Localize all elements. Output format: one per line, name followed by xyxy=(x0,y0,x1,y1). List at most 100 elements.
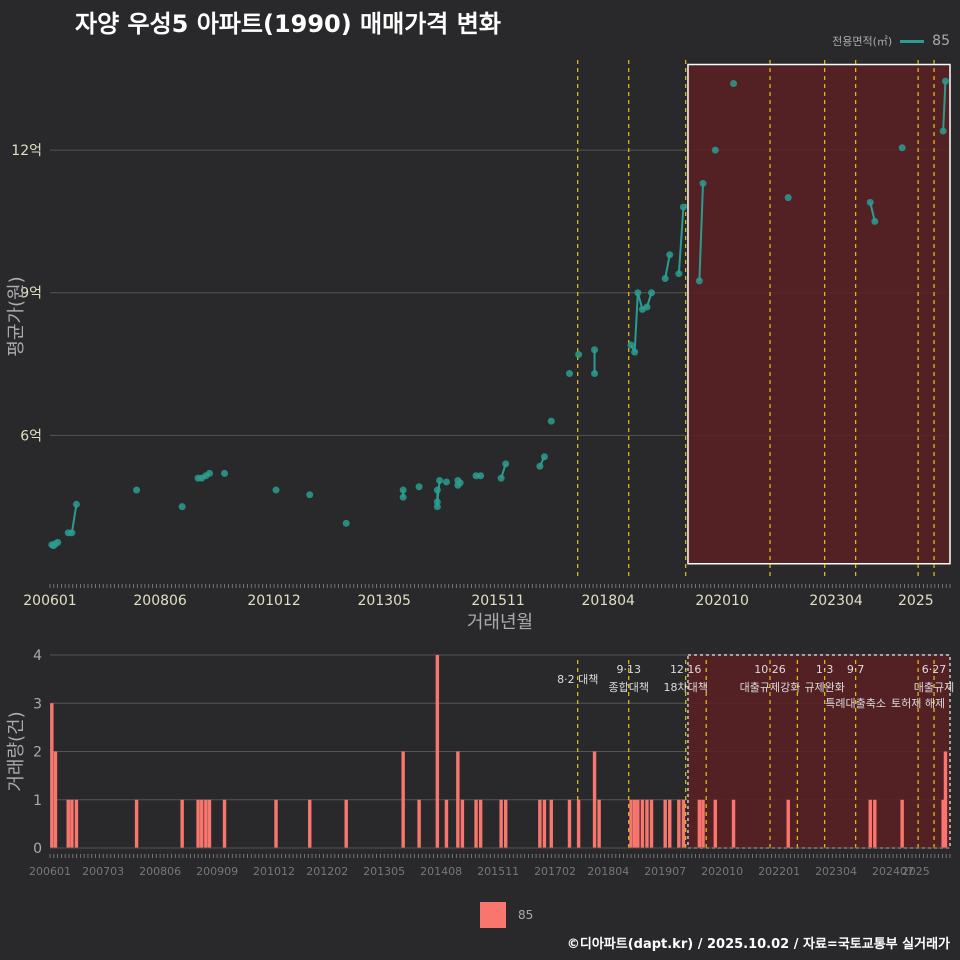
volume-bar xyxy=(478,799,483,848)
annotation-label: 규제완화 xyxy=(804,681,844,694)
chart-title: 자양 우성5 아파트(1990) 매매가격 변화 xyxy=(75,10,501,38)
volume-bar xyxy=(503,799,508,848)
legend-bar-label: 85 xyxy=(518,908,534,922)
data-point xyxy=(436,477,444,485)
y-tick-label: 1 xyxy=(33,793,42,809)
volume-bar xyxy=(677,799,681,848)
y-tick-label: 0 xyxy=(33,841,42,857)
x-tick-label: 202010 xyxy=(701,865,743,878)
data-point xyxy=(536,462,544,470)
volume-bar xyxy=(435,655,440,848)
data-point xyxy=(477,472,485,480)
legend-series-label: 85 xyxy=(932,33,950,49)
y-tick-label: 4 xyxy=(33,648,42,664)
data-point xyxy=(399,486,407,494)
data-point xyxy=(442,478,450,486)
series-line-segment xyxy=(698,183,705,281)
highlight-region xyxy=(687,654,951,849)
volume-bar xyxy=(629,799,633,848)
volume-bar xyxy=(70,799,74,848)
volume-bar xyxy=(66,799,70,848)
bottom-legend: 85 xyxy=(480,902,533,928)
volume-bar xyxy=(207,799,212,848)
data-point xyxy=(939,127,947,135)
series-line-segment xyxy=(664,254,671,279)
volume-bar xyxy=(681,799,686,848)
x-tick-label: 202304 xyxy=(815,865,857,878)
data-point xyxy=(433,498,441,506)
annotation-date: 1·3 xyxy=(816,663,834,676)
y-tick-label: 2 xyxy=(33,745,42,761)
volume-bar xyxy=(538,799,542,848)
y-tick-label: 3 xyxy=(33,696,42,712)
annotation-label: 18차대책 xyxy=(664,681,708,694)
data-point xyxy=(72,500,80,508)
volume-bar xyxy=(474,799,478,848)
data-point xyxy=(866,198,874,206)
data-point xyxy=(497,474,505,482)
volume-bar xyxy=(134,799,139,848)
x-tick-label: 200806 xyxy=(139,865,181,878)
highlight-region xyxy=(687,63,951,565)
volume-bar xyxy=(636,799,640,848)
data-point xyxy=(898,144,906,152)
data-point xyxy=(591,370,599,378)
data-point xyxy=(711,146,719,154)
credit-text: ©디아파트(dapt.kr) / 2025.10.02 / 자료=국토교통부 실… xyxy=(566,937,950,952)
annotation-date: 10·26 xyxy=(754,663,786,676)
legend-line-swatch xyxy=(900,39,925,43)
volume-bar xyxy=(900,799,904,848)
data-point xyxy=(643,303,651,311)
volume-bar xyxy=(50,703,54,848)
volume-bar xyxy=(645,799,649,848)
annotation-label: 특례대출축소 xyxy=(825,697,886,710)
data-point xyxy=(565,370,573,378)
volume-bar xyxy=(668,799,672,848)
volume-bar xyxy=(663,799,667,848)
annotation-date: 9·7 xyxy=(847,663,865,676)
volume-bar xyxy=(456,751,460,848)
volume-bar xyxy=(499,799,503,848)
volume-bar xyxy=(567,799,572,848)
x-tick-label: 200909 xyxy=(196,865,238,878)
x-tick-label: 201202 xyxy=(306,865,348,878)
volume-bar xyxy=(196,799,200,848)
y-tick-label: 9억 xyxy=(20,286,42,302)
x-tick-label: 202407 xyxy=(872,865,914,878)
x-tick-label: 201305 xyxy=(357,593,410,609)
data-point xyxy=(415,483,423,491)
volume-bar xyxy=(697,799,702,848)
data-point xyxy=(272,486,280,494)
annotation-label: 대출규제 xyxy=(914,681,954,694)
y-tick-label: 6억 xyxy=(20,428,42,444)
data-point xyxy=(784,194,792,202)
x-tick-label: 202010 xyxy=(695,593,748,609)
x-tick-label: 200806 xyxy=(133,593,187,609)
volume-bar xyxy=(649,799,654,848)
x-tick-label: 201804 xyxy=(587,865,629,878)
volume-bar xyxy=(274,799,278,848)
volume-bar xyxy=(200,799,204,848)
x-tick-label: 200703 xyxy=(82,865,124,878)
data-point xyxy=(591,346,599,354)
volume-bar xyxy=(941,799,945,848)
y-axis-label: 평균가(원) xyxy=(6,276,27,356)
annotation-label: 대출규제강화 xyxy=(740,681,801,694)
volume-bar xyxy=(542,799,547,848)
series-line-segment xyxy=(942,81,947,132)
x-tick-label: 2025 xyxy=(898,593,934,609)
x-tick-label: 202201 xyxy=(758,865,800,878)
x-tick-label: 201012 xyxy=(253,865,295,878)
annotation-label: 종합대책 xyxy=(608,681,648,694)
data-point xyxy=(205,469,213,477)
x-tick-label: 201511 xyxy=(477,865,519,878)
data-point xyxy=(433,486,441,494)
data-point xyxy=(675,270,683,278)
data-point xyxy=(730,80,738,88)
legend-title: 전용면적(㎡) xyxy=(832,35,893,48)
data-point xyxy=(306,491,314,499)
annotation-date: 12·16 xyxy=(670,663,702,676)
annotation-label: 8·2 대책 xyxy=(557,673,598,686)
data-point xyxy=(695,277,703,285)
